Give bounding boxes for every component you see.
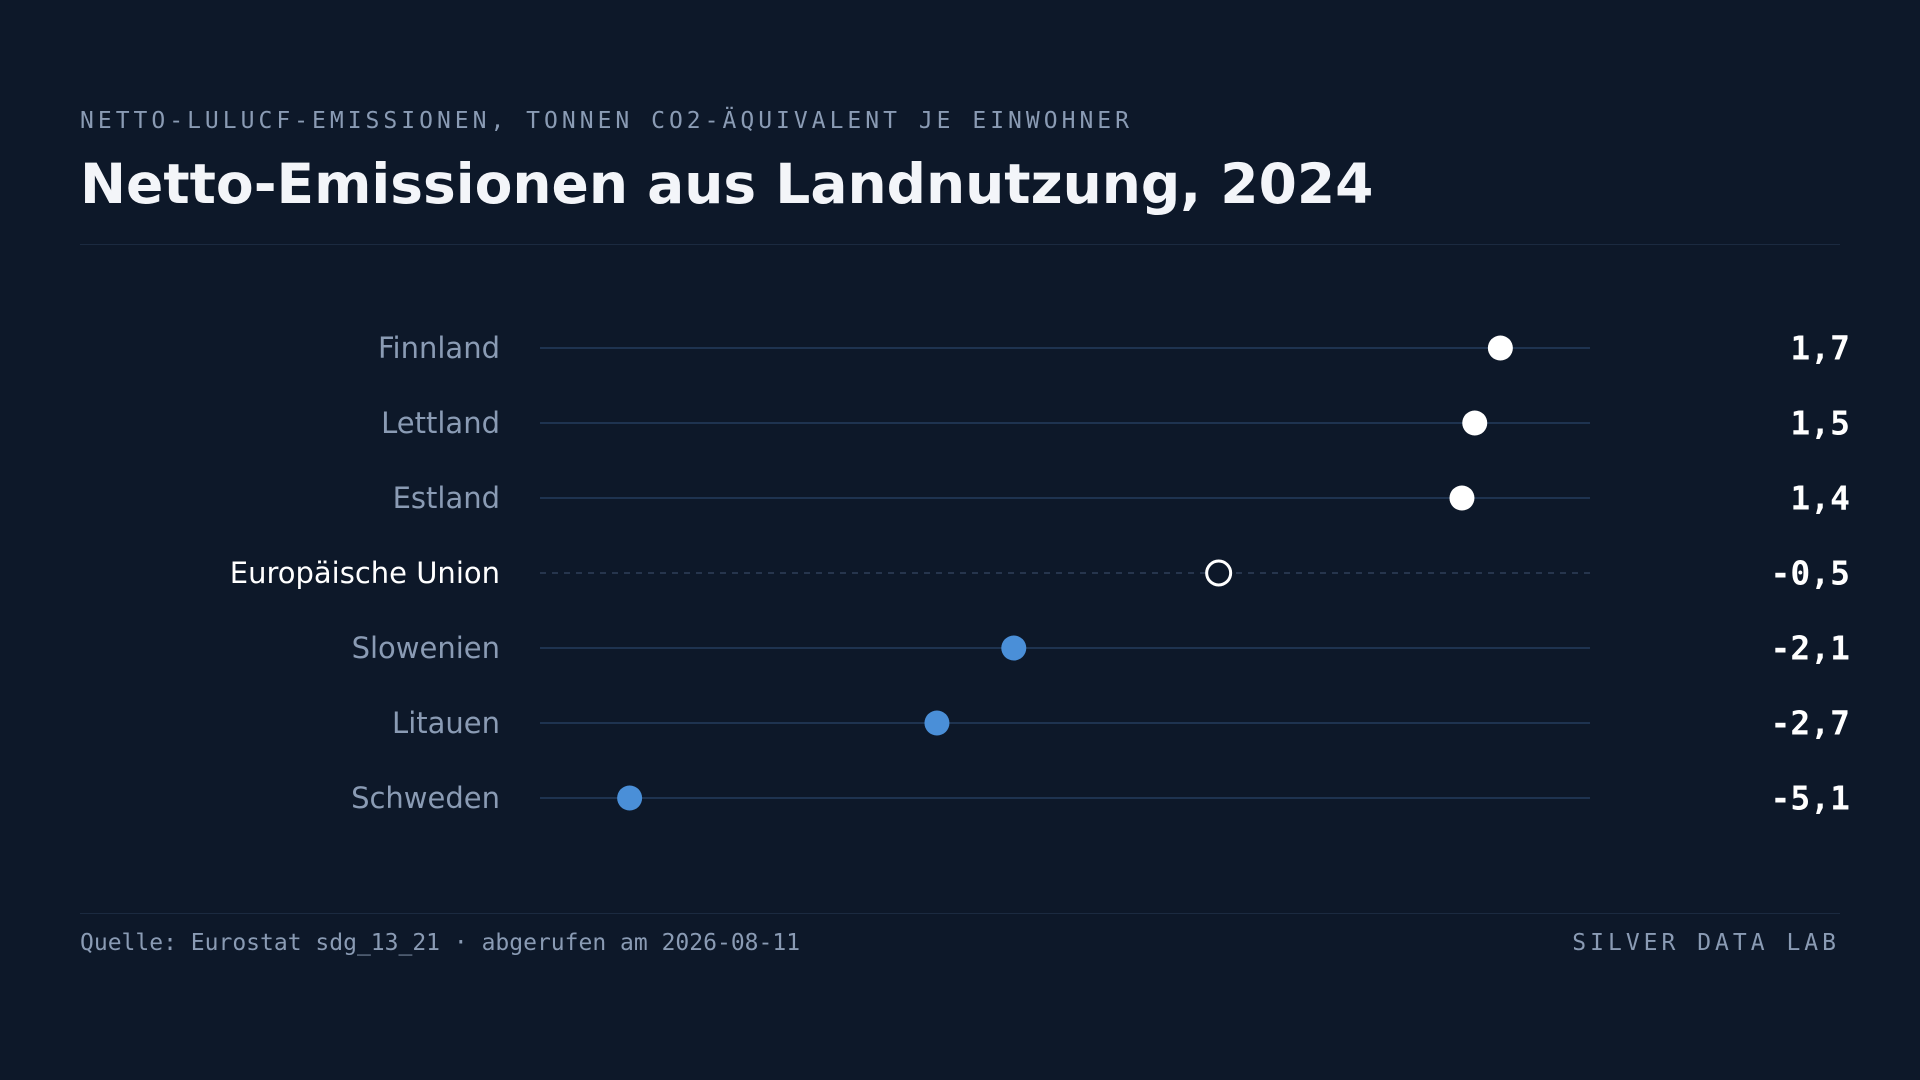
category-label: Finnland [378,331,500,365]
category-label: Europäische Union [230,556,500,590]
chart-subtitle: NETTO-LULUCF-EMISSIONEN, TONNEN CO2-ÄQUI… [80,108,1133,134]
data-dot [617,785,643,811]
data-dot [1487,335,1513,361]
value-label: 1,7 [1790,329,1850,368]
value-label: -2,1 [1771,629,1850,668]
data-dot [1462,410,1488,436]
reference-dot [1205,559,1233,587]
brand-label: SILVER DATA LAB [1572,930,1840,956]
data-dot [1001,635,1027,661]
chart-title: Netto-Emissionen aus Landnutzung, 2024 [80,152,1374,216]
value-label: -2,7 [1771,704,1850,743]
value-label: -0,5 [1771,554,1850,593]
category-label: Slowenien [352,631,500,665]
value-label: 1,5 [1790,404,1850,443]
footer-divider [80,913,1840,914]
value-label: -5,1 [1771,779,1850,818]
category-label: Lettland [381,406,500,440]
data-dot [924,710,950,736]
header-divider [80,244,1840,245]
source-note: Quelle: Eurostat sdg_13_21 · abgerufen a… [80,930,801,956]
value-label: 1,4 [1790,479,1850,518]
category-label: Schweden [351,781,500,815]
category-label: Litauen [392,706,500,740]
category-label: Estland [393,481,500,515]
data-dot [1449,485,1475,511]
